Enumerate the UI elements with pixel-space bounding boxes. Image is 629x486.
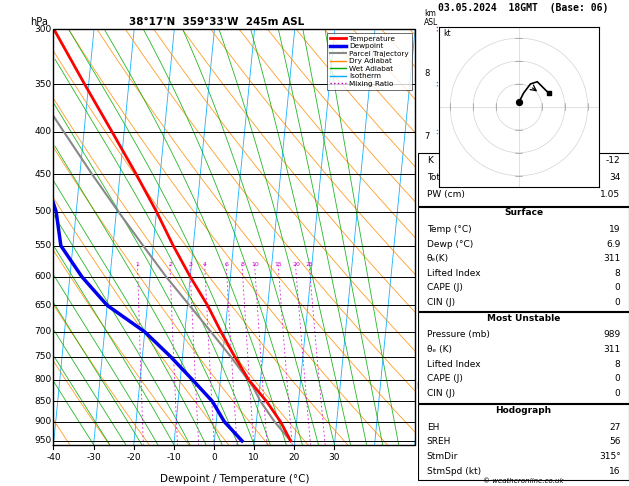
- Text: 34: 34: [610, 173, 621, 182]
- Text: 2: 2: [168, 262, 172, 267]
- Text: 20: 20: [292, 262, 300, 267]
- Text: 15: 15: [275, 262, 282, 267]
- Text: Mixing Ratio (g/kg): Mixing Ratio (g/kg): [465, 200, 475, 274]
- Text: 10: 10: [248, 453, 260, 462]
- Text: StmDir: StmDir: [426, 452, 458, 461]
- Text: 16: 16: [609, 467, 621, 476]
- Text: Most Unstable: Most Unstable: [487, 314, 560, 323]
- Text: 27: 27: [610, 423, 621, 432]
- Bar: [418, 153, 629, 206]
- Text: 6.9: 6.9: [606, 240, 621, 249]
- Text: 0: 0: [615, 389, 621, 398]
- Text: hPa: hPa: [30, 17, 48, 27]
- Text: 8: 8: [240, 262, 244, 267]
- Text: -40: -40: [46, 453, 61, 462]
- Text: PW (cm): PW (cm): [426, 190, 465, 199]
- Text: 850: 850: [35, 397, 52, 406]
- Text: 3: 3: [188, 262, 192, 267]
- Text: 6: 6: [225, 262, 228, 267]
- Text: Totals Totals: Totals Totals: [426, 173, 481, 182]
- Text: 38°17'N  359°33'W  245m ASL: 38°17'N 359°33'W 245m ASL: [128, 17, 304, 27]
- Text: 350: 350: [35, 80, 52, 89]
- Text: Pressure (mb): Pressure (mb): [426, 330, 489, 340]
- Text: 0: 0: [615, 298, 621, 307]
- Text: 5: 5: [424, 235, 430, 243]
- Text: 4: 4: [424, 282, 430, 291]
- Text: -20: -20: [126, 453, 141, 462]
- Bar: [418, 207, 629, 311]
- Text: 19: 19: [609, 225, 621, 234]
- Text: θₑ(K): θₑ(K): [426, 254, 449, 263]
- Text: 0: 0: [615, 283, 621, 293]
- Text: 550: 550: [35, 241, 52, 250]
- Text: 0: 0: [211, 453, 217, 462]
- Text: 2: 2: [424, 380, 430, 388]
- Text: CAPE (J): CAPE (J): [426, 374, 462, 383]
- Text: 800: 800: [35, 375, 52, 384]
- Text: km
ASL: km ASL: [424, 9, 438, 27]
- Text: 311: 311: [603, 345, 621, 354]
- Text: 900: 900: [35, 417, 52, 426]
- Text: 56: 56: [609, 437, 621, 447]
- Text: 750: 750: [35, 352, 52, 361]
- Text: 450: 450: [35, 170, 52, 178]
- Text: 300: 300: [35, 25, 52, 34]
- Text: 650: 650: [35, 301, 52, 310]
- Text: 0: 0: [615, 374, 621, 383]
- Text: CIN (J): CIN (J): [426, 389, 455, 398]
- Text: 700: 700: [35, 328, 52, 336]
- Point: [514, 99, 524, 106]
- Text: Lifted Index: Lifted Index: [426, 269, 481, 278]
- Text: 03.05.2024  18GMT  (Base: 06): 03.05.2024 18GMT (Base: 06): [438, 3, 609, 14]
- Text: Temp (°C): Temp (°C): [426, 225, 471, 234]
- Text: CAPE (J): CAPE (J): [426, 283, 462, 293]
- Text: 950: 950: [35, 436, 52, 446]
- Text: Lifted Index: Lifted Index: [426, 360, 481, 369]
- Text: 315°: 315°: [599, 452, 621, 461]
- Text: LCL: LCL: [416, 382, 430, 391]
- Text: 1.05: 1.05: [601, 190, 621, 199]
- Text: 8: 8: [424, 69, 430, 78]
- Text: 600: 600: [35, 272, 52, 281]
- Text: 1: 1: [136, 262, 140, 267]
- Text: 400: 400: [35, 127, 52, 137]
- Text: θₑ (K): θₑ (K): [426, 345, 452, 354]
- Text: K: K: [426, 156, 433, 165]
- Text: 6: 6: [424, 187, 430, 195]
- Text: Hodograph: Hodograph: [496, 406, 552, 416]
- Text: Dewp (°C): Dewp (°C): [426, 240, 473, 249]
- Text: Surface: Surface: [504, 208, 543, 218]
- Text: 7: 7: [424, 132, 430, 141]
- Text: 3: 3: [424, 329, 430, 338]
- Bar: [418, 404, 629, 480]
- Text: CIN (J): CIN (J): [426, 298, 455, 307]
- Text: Dewpoint / Temperature (°C): Dewpoint / Temperature (°C): [160, 474, 309, 484]
- Text: kt: kt: [443, 29, 451, 38]
- Text: 500: 500: [35, 207, 52, 216]
- Text: StmSpd (kt): StmSpd (kt): [426, 467, 481, 476]
- Text: 20: 20: [289, 453, 300, 462]
- Text: 10: 10: [251, 262, 259, 267]
- Text: -30: -30: [86, 453, 101, 462]
- Text: 8: 8: [615, 269, 621, 278]
- Point: [543, 89, 554, 97]
- Text: 1: 1: [424, 425, 430, 434]
- Text: 30: 30: [329, 453, 340, 462]
- Text: © weatheronline.co.uk: © weatheronline.co.uk: [484, 478, 564, 484]
- Text: 25: 25: [306, 262, 314, 267]
- Text: -12: -12: [606, 156, 621, 165]
- Text: -10: -10: [167, 453, 181, 462]
- Text: EH: EH: [426, 423, 439, 432]
- Text: SREH: SREH: [426, 437, 451, 447]
- Text: 4: 4: [203, 262, 207, 267]
- Text: 311: 311: [603, 254, 621, 263]
- Text: 8: 8: [615, 360, 621, 369]
- Legend: Temperature, Dewpoint, Parcel Trajectory, Dry Adiabat, Wet Adiabat, Isotherm, Mi: Temperature, Dewpoint, Parcel Trajectory…: [327, 33, 411, 89]
- Text: 989: 989: [603, 330, 621, 340]
- Bar: [418, 312, 629, 403]
